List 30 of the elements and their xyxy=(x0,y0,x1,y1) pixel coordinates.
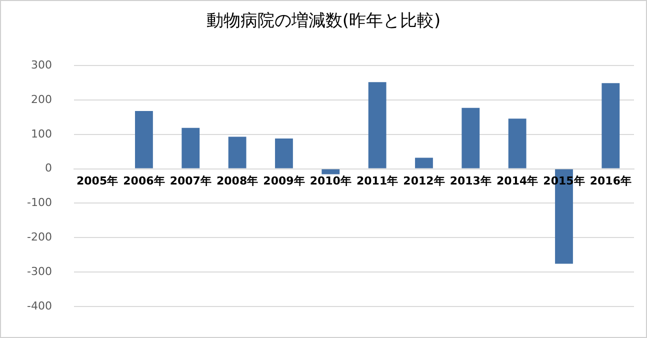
bar xyxy=(322,169,340,174)
bar xyxy=(182,128,200,168)
x-tick-label: 2005年 xyxy=(76,174,118,188)
x-tick-label: 2012年 xyxy=(403,174,445,188)
x-tick-label: 2011年 xyxy=(356,174,398,188)
bar xyxy=(275,138,293,168)
y-tick-label: 100 xyxy=(30,127,52,140)
y-tick-label: -300 xyxy=(26,264,52,278)
x-tick-label: 2016年 xyxy=(590,174,632,188)
bar xyxy=(602,83,620,168)
bar xyxy=(368,82,386,168)
chart-title: 動物病院の増減数(昨年と比較) xyxy=(205,10,442,32)
bar xyxy=(462,108,480,168)
y-tick-label: -400 xyxy=(26,299,52,312)
y-tick-label: 200 xyxy=(30,92,52,106)
bar xyxy=(415,158,433,168)
x-tick-label: 2014年 xyxy=(496,174,538,188)
y-tick-label: 300 xyxy=(30,58,52,72)
x-tick-label: 2007年 xyxy=(170,174,212,188)
y-tick-label: -200 xyxy=(26,230,52,244)
y-tick-label: 0 xyxy=(44,162,52,175)
x-tick-label: 2009年 xyxy=(263,174,305,188)
bar xyxy=(508,118,526,168)
bar xyxy=(228,136,246,168)
x-tick-label: 2013年 xyxy=(450,174,492,188)
y-tick-label: -100 xyxy=(26,196,52,210)
x-tick-label: 2008年 xyxy=(216,174,258,188)
bar xyxy=(135,111,153,168)
x-tick-label: 2010年 xyxy=(310,174,352,188)
x-tick-label: 2006年 xyxy=(123,174,165,188)
